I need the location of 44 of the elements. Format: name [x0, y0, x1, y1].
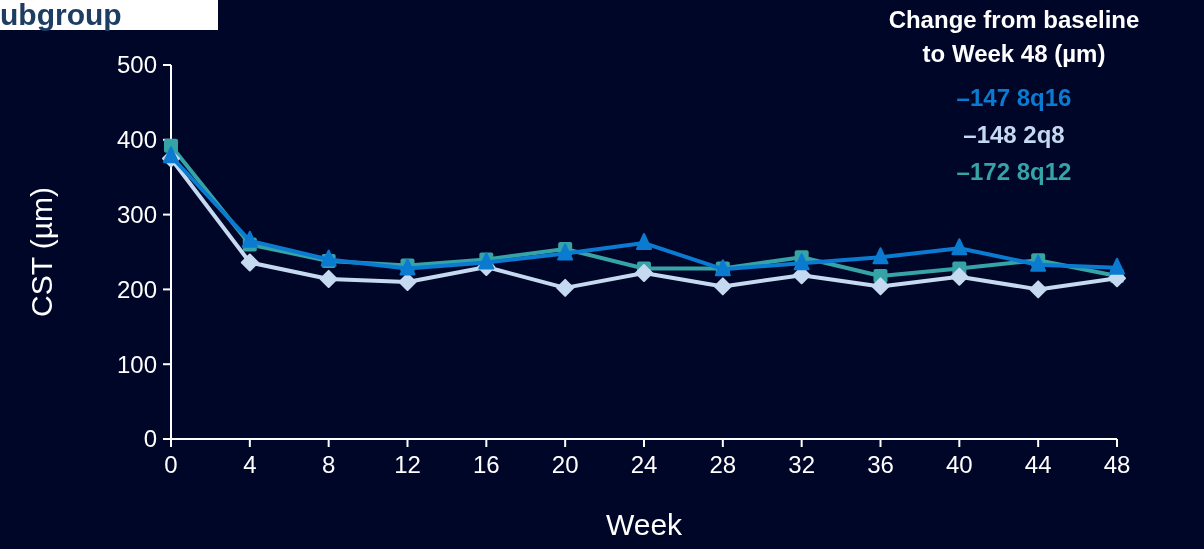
point [636, 233, 652, 251]
text: –148 2q8 [963, 121, 1065, 148]
point [872, 247, 889, 265]
x-tick-label: 32 [788, 451, 816, 478]
point [557, 243, 574, 261]
y-tick-label: 400 [116, 126, 157, 154]
y-tick-label: 0 [143, 425, 157, 453]
x-tick-label: 44 [1024, 451, 1052, 478]
point [241, 230, 258, 248]
y-tick-label: 300 [116, 201, 157, 228]
y-axis-title: CST (µm) [25, 186, 58, 318]
x-tick-label: 48 [1103, 451, 1131, 478]
point [951, 238, 968, 256]
legend-title: Change from baseline to Week 48 (µm) [888, 6, 1140, 67]
x-tick-label: 4 [243, 451, 257, 478]
point [1030, 254, 1047, 272]
x-tick-label: 36 [867, 451, 894, 478]
point [1029, 280, 1048, 299]
x-tick-label: 8 [321, 451, 336, 478]
x-tick-label: 40 [945, 451, 973, 478]
point [871, 277, 890, 296]
point [320, 249, 337, 267]
chart-title: ubgroup [0, 0, 122, 31]
point [635, 263, 653, 282]
point [1109, 257, 1125, 275]
x-axis-title: Week [605, 508, 684, 541]
text: –147 8q16 [956, 84, 1072, 111]
y-tick-label: 100 [116, 350, 157, 378]
point [556, 278, 575, 297]
point [319, 269, 338, 288]
x-tick-label: 12 [394, 451, 421, 478]
x-tick-label: 28 [709, 451, 737, 478]
y-tick-label: 200 [116, 275, 157, 303]
y-tick-label: 500 [116, 51, 157, 79]
x-tick-label: 16 [472, 451, 500, 478]
point [793, 253, 810, 271]
x-tick-label: 24 [630, 451, 658, 478]
point [950, 267, 969, 286]
point [240, 253, 259, 272]
x-tick-label: 20 [551, 451, 579, 478]
text: –172 8q12 [956, 158, 1072, 185]
point [163, 146, 179, 164]
x-tick-label: 0 [164, 451, 178, 478]
point [713, 277, 732, 296]
